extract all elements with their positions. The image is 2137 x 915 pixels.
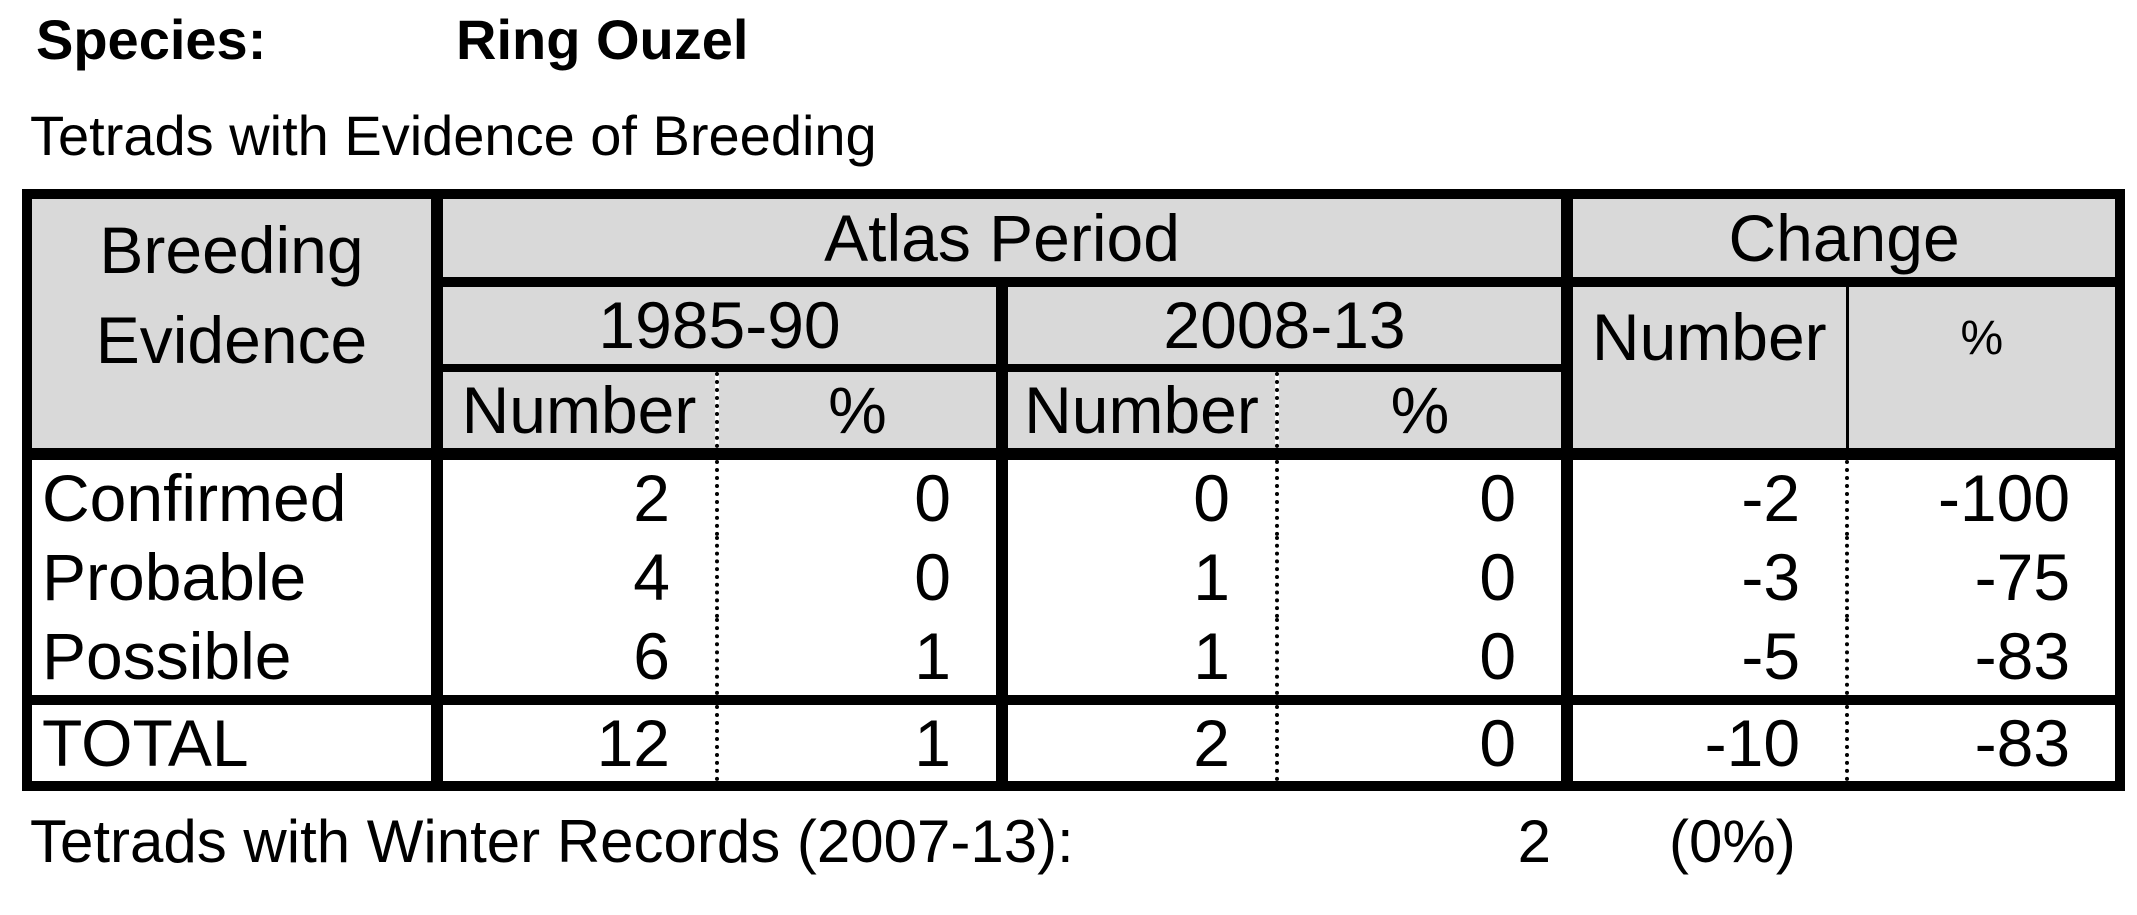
header-row-periods: 1985-90 2008-13 Number % [27,281,2121,460]
header-row-subcolumns: Number % Number % [27,367,2120,460]
table-row-confirmed: Confirmed 2 0 0 0 -2 -100 [27,453,2121,536]
cell-p1-number: 12 [431,694,717,786]
header-p1-percent: % [715,367,1002,460]
table-title: Tetrads with Evidence of Breeding [30,104,877,168]
header-change-number: Number [1561,281,1848,460]
header-period-1985-90: 1985-90 [431,281,1002,372]
header-p2-percent: % [1274,367,1568,460]
header-change: Change [1561,193,2121,287]
header-change-percent: % [1845,281,2121,460]
winter-records-row: Tetrads with Winter Records (2007-13): 2… [30,807,2137,875]
cell-change-number: -2 [1561,453,1848,536]
cell-change-percent: -75 [1845,535,2121,618]
cell-p1-percent: 1 [715,617,1002,700]
cell-p2-number: 0 [996,453,1277,536]
header-breeding-line1: Breeding [99,212,364,287]
cell-change-number: -10 [1561,694,1848,786]
cell-p2-percent: 0 [1274,694,1568,786]
header-breeding-line2: Evidence [95,302,368,377]
cell-change-percent: -83 [1845,694,2121,786]
winter-records-label: Tetrads with Winter Records (2007-13): [30,807,1074,875]
species-label: Species: [36,8,267,71]
winter-records-value: 2 [1517,807,1551,875]
cell-p1-percent: 0 [715,453,1002,536]
cell-p1-percent: 0 [715,535,1002,618]
row-label: Possible [42,619,292,694]
winter-records-percent: (0%) [1669,807,1796,875]
table-row-possible: Possible 6 1 1 0 -5 -83 [27,617,2121,700]
cell-p2-percent: 0 [1274,535,1568,618]
cell-p2-number: 1 [996,535,1277,618]
cell-p1-number: 2 [431,453,717,536]
cell-change-percent: -100 [1845,453,2121,536]
breeding-evidence-table: Breeding Evidence Atlas Period Change 19… [22,188,2126,791]
species-name: Ring Ouzel [456,8,749,71]
cell-p1-percent: 1 [715,694,1002,786]
table-row-probable: Probable 4 0 1 0 -3 -75 [27,535,2121,618]
cell-change-number: -5 [1561,617,1848,700]
header-atlas-period: Atlas Period [430,193,1568,287]
row-label: Confirmed [42,460,347,535]
cell-p2-percent: 0 [1274,617,1568,700]
cell-p1-number: 6 [431,617,717,700]
header-period-2008-13: 2008-13 [995,281,1568,372]
table-row-total: TOTAL 12 1 2 0 -10 -83 [27,694,2121,786]
row-label: TOTAL [27,694,437,786]
header-p2-number: Number [996,367,1277,460]
cell-p2-number: 1 [996,617,1277,700]
cell-p2-percent: 0 [1274,453,1568,536]
header-p1-number: Number [431,367,717,460]
title-row: Species: Ring Ouzel [36,0,2137,72]
row-label: Probable [42,539,307,614]
cell-p1-number: 4 [431,535,717,618]
header-breeding-evidence: Breeding Evidence [27,193,437,460]
cell-change-percent: -83 [1845,617,2121,700]
header-row-groups: Breeding Evidence Atlas Period Change [27,193,2121,460]
cell-change-number: -3 [1561,535,1848,618]
cell-p2-number: 2 [996,694,1277,786]
